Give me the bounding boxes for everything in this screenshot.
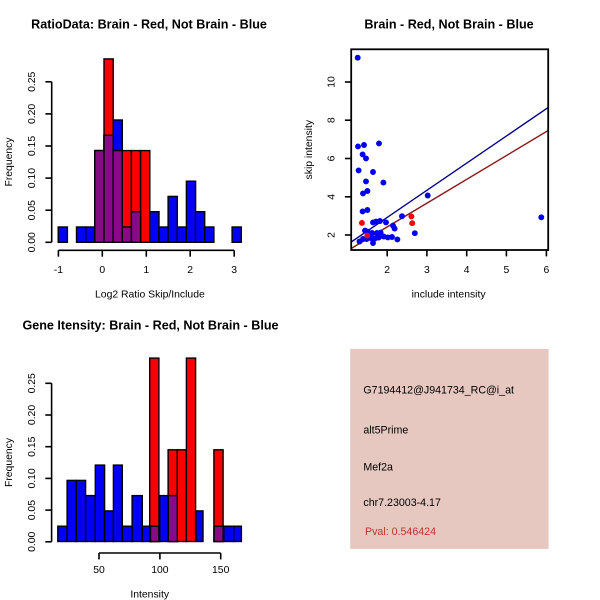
svg-text:-1: -1 (54, 265, 63, 276)
svg-text:skip intensity: skip intensity (304, 119, 315, 179)
svg-text:100: 100 (151, 565, 169, 576)
svg-text:0.25: 0.25 (27, 373, 38, 393)
svg-text:150: 150 (212, 565, 230, 576)
svg-text:Frequency: Frequency (4, 437, 15, 487)
svg-text:10: 10 (327, 76, 338, 88)
svg-text:0.20: 0.20 (27, 104, 38, 124)
svg-text:4: 4 (327, 194, 338, 200)
svg-text:Mef2a: Mef2a (363, 462, 393, 474)
svg-text:0.25: 0.25 (27, 71, 38, 91)
svg-text:50: 50 (93, 565, 105, 576)
svg-text:G7194412@J941734_RC@i_at: G7194412@J941734_RC@i_at (363, 384, 514, 396)
svg-text:0.20: 0.20 (27, 405, 38, 425)
svg-text:0.15: 0.15 (27, 136, 38, 156)
svg-text:3: 3 (424, 265, 430, 276)
svg-text:5: 5 (504, 265, 510, 276)
svg-text:0.00: 0.00 (27, 232, 38, 252)
svg-text:alt5Prime: alt5Prime (363, 424, 408, 436)
svg-text:0.15: 0.15 (27, 436, 38, 456)
svg-text:0.00: 0.00 (27, 531, 38, 551)
svg-text:0: 0 (99, 265, 105, 276)
svg-text:2: 2 (187, 265, 193, 276)
svg-text:Frequency: Frequency (4, 137, 15, 187)
svg-text:0.10: 0.10 (27, 468, 38, 488)
svg-text:8: 8 (327, 117, 338, 123)
svg-text:chr7.23003-4.17: chr7.23003-4.17 (363, 497, 441, 509)
svg-text:RatioData: Brain - Red, Not Br: RatioData: Brain - Red, Not Brain - Blue (31, 18, 267, 32)
svg-text:2: 2 (384, 265, 390, 276)
svg-text:0.05: 0.05 (27, 500, 38, 520)
svg-text:1: 1 (143, 265, 149, 276)
svg-text:Brain - Red, Not Brain - Blue: Brain - Red, Not Brain - Blue (364, 18, 533, 32)
svg-text:6: 6 (327, 155, 338, 161)
svg-text:0.05: 0.05 (27, 200, 38, 220)
svg-text:Pval: 0.546424: Pval: 0.546424 (365, 526, 436, 538)
svg-text:Intensity: Intensity (130, 590, 170, 600)
svg-text:3: 3 (231, 265, 237, 276)
svg-text:6: 6 (544, 265, 550, 276)
svg-text:0.10: 0.10 (27, 168, 38, 188)
svg-text:include intensity: include intensity (412, 290, 487, 301)
svg-text:4: 4 (464, 265, 470, 276)
svg-text:Gene Itensity: Brain - Red, No: Gene Itensity: Brain - Red, Not Brain - … (22, 319, 278, 333)
svg-text:2: 2 (327, 232, 338, 238)
svg-text:Log2 Ratio Skip/Include: Log2 Ratio Skip/Include (95, 290, 205, 301)
